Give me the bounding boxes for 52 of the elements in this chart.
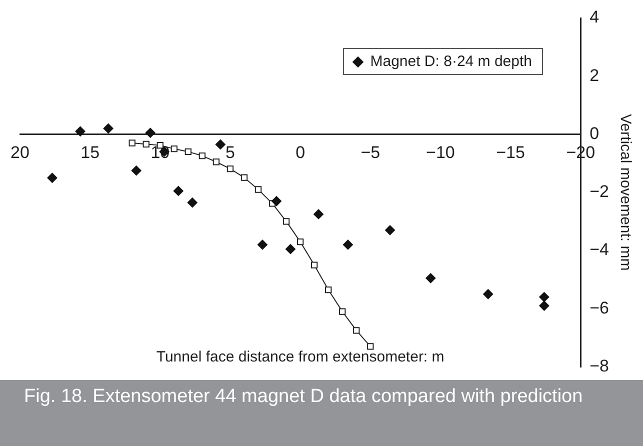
point bbox=[198, 152, 206, 160]
point bbox=[240, 174, 248, 181]
y-tick-label: 0 bbox=[590, 124, 600, 143]
point bbox=[426, 273, 436, 284]
x-tick-label: 20 bbox=[10, 143, 30, 162]
point bbox=[539, 300, 550, 311]
point bbox=[385, 225, 396, 236]
point bbox=[310, 262, 318, 268]
x-tick-label: 5 bbox=[225, 143, 235, 162]
point bbox=[75, 126, 86, 136]
point bbox=[483, 289, 494, 300]
point bbox=[131, 166, 142, 176]
point bbox=[325, 286, 332, 294]
caption: Fig. 18. Extensometer 44 magnet D data compared with prediction bbox=[24, 385, 584, 409]
point bbox=[286, 244, 296, 254]
point bbox=[296, 238, 304, 246]
point bbox=[367, 343, 374, 350]
y-tick-label: −8 bbox=[590, 356, 610, 376]
x-tick-label: −15 bbox=[496, 143, 525, 162]
x-tick-label: 15 bbox=[80, 143, 100, 162]
point bbox=[142, 140, 150, 148]
point bbox=[226, 166, 234, 172]
y-tick-label: −6 bbox=[590, 298, 610, 318]
point bbox=[271, 196, 282, 206]
point bbox=[212, 158, 220, 166]
y-tick-label: 4 bbox=[590, 8, 600, 27]
y-axis-title: Vertical movement: mm bbox=[616, 114, 634, 271]
y-tick-label: −2 bbox=[590, 182, 610, 202]
point bbox=[103, 123, 114, 134]
point bbox=[215, 139, 226, 150]
point bbox=[339, 308, 346, 315]
point bbox=[173, 186, 184, 196]
point bbox=[187, 198, 198, 208]
point bbox=[342, 240, 353, 250]
point bbox=[145, 128, 156, 138]
point bbox=[128, 140, 136, 146]
x-tick-label: 0 bbox=[296, 143, 306, 162]
point bbox=[170, 145, 178, 152]
y-tick-label: −4 bbox=[590, 240, 610, 260]
point bbox=[47, 172, 58, 183]
x-tick-label: −10 bbox=[426, 143, 455, 162]
point bbox=[257, 240, 268, 250]
point bbox=[353, 327, 360, 334]
point bbox=[282, 218, 290, 225]
point bbox=[254, 186, 262, 193]
legend-label: Magnet D: 8·24 m depth bbox=[370, 53, 532, 70]
point bbox=[184, 148, 192, 156]
y-tick-label: 2 bbox=[590, 66, 600, 85]
x-tick-label: −5 bbox=[360, 143, 380, 162]
point bbox=[539, 292, 550, 302]
x-axis-title: Tunnel face distance from extensometer: m bbox=[156, 348, 444, 366]
point bbox=[314, 209, 324, 220]
